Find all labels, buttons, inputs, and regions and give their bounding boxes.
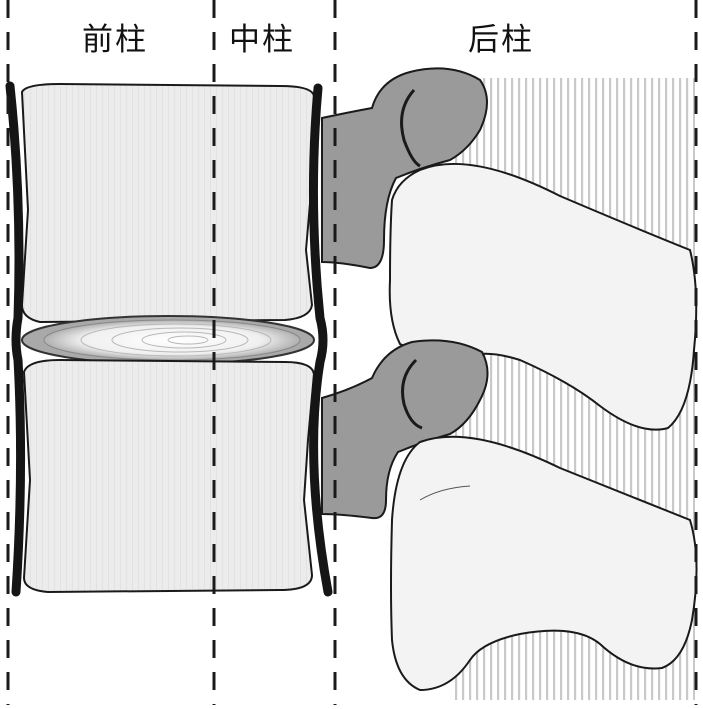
- posterior-longitudinal-ligament: [308, 83, 333, 597]
- disc-rings: [80, 323, 272, 357]
- column-dividers: [6, 0, 698, 705]
- lower-vertebral-body: [22, 358, 316, 594]
- lower-process-crack: [419, 485, 471, 501]
- lower-facet-curve: [401, 358, 423, 430]
- lower-pedicle: [321, 339, 489, 520]
- upper-vertebral-body: [20, 82, 316, 324]
- label-anterior-column: 前柱: [82, 22, 148, 58]
- intervertebral-disc-inner: [43, 319, 301, 361]
- label-middle-column: 中柱: [229, 22, 295, 58]
- anterior-longitudinal-ligament: [5, 81, 26, 597]
- upper-facet-curve: [400, 88, 421, 168]
- label-posterior-column: 后柱: [468, 22, 534, 58]
- upper-pedicle: [321, 67, 488, 270]
- upper-spinous-process: [388, 162, 698, 431]
- lower-spinous-process: [390, 435, 698, 692]
